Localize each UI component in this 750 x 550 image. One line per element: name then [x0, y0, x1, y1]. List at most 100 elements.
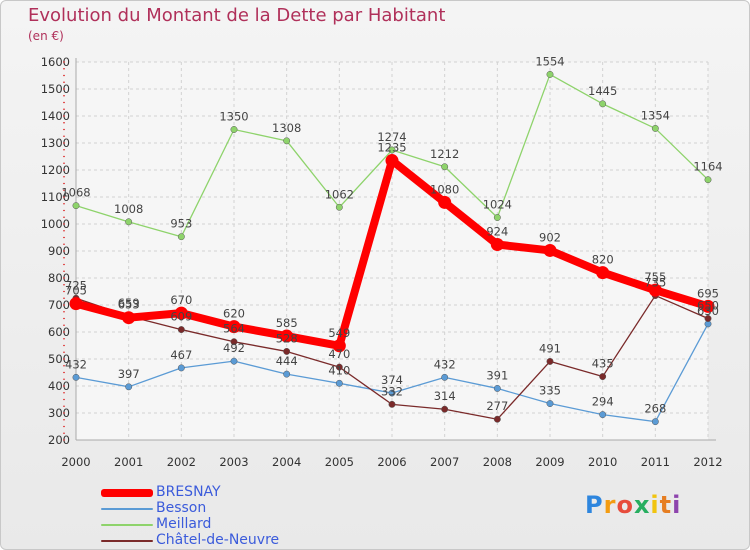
data-point-ch-tel-de-neuvre [230, 338, 238, 346]
data-label-meillard: 1554 [535, 54, 564, 68]
y-tick-label: 1600 [41, 55, 70, 69]
logo-letter: x [633, 491, 651, 519]
data-point-besson [388, 389, 396, 397]
logo-letter: r [603, 491, 617, 519]
data-point-besson [230, 357, 238, 365]
data-point-meillard [72, 202, 80, 210]
x-tick-label: 2006 [377, 455, 406, 469]
x-tick-label: 2009 [535, 455, 564, 469]
y-tick-label: 300 [48, 406, 70, 420]
data-label-meillard: 1164 [693, 160, 722, 174]
data-label-meillard: 1354 [641, 108, 670, 122]
data-point-meillard [388, 146, 396, 154]
data-label-bresnay: 820 [592, 253, 614, 267]
data-label-meillard: 1445 [588, 84, 617, 98]
data-label-meillard: 1068 [61, 186, 90, 200]
data-label-ch-tel-de-neuvre: 314 [434, 389, 456, 403]
legend-swatch [101, 524, 153, 526]
data-point-meillard [493, 214, 501, 221]
legend-swatch [101, 489, 153, 497]
x-tick-label: 2000 [61, 455, 90, 469]
data-label-ch-tel-de-neuvre: 277 [486, 399, 508, 413]
data-label-meillard: 1062 [325, 187, 354, 201]
y-tick-label: 200 [48, 433, 70, 447]
data-label-bresnay: 1080 [430, 182, 459, 196]
y-tick-label: 1500 [41, 82, 70, 96]
legend-label: Besson [156, 500, 207, 516]
data-label-besson: 432 [434, 357, 456, 371]
data-label-besson: 410 [328, 363, 350, 377]
data-point-ch-tel-de-neuvre [441, 405, 449, 413]
logo-letter: o [616, 491, 634, 519]
data-label-besson: 397 [118, 367, 140, 381]
data-label-bresnay: 620 [223, 307, 245, 321]
data-label-ch-tel-de-neuvre: 491 [539, 341, 561, 355]
data-point-ch-tel-de-neuvre [335, 363, 343, 371]
data-label-besson: 444 [276, 354, 298, 368]
y-tick-label: 700 [48, 298, 70, 312]
logo-letter: i [650, 491, 660, 519]
data-label-meillard: 1212 [430, 147, 459, 161]
data-point-ch-tel-de-neuvre [704, 315, 712, 322]
y-tick-label: 900 [48, 244, 70, 258]
data-point-bresnay [280, 329, 294, 343]
data-point-ch-tel-de-neuvre [388, 400, 396, 408]
data-label-ch-tel-de-neuvre: 470 [328, 347, 350, 361]
logo-letter: i [672, 491, 682, 519]
data-label-besson: 492 [223, 341, 245, 355]
data-point-besson [493, 384, 501, 392]
data-label-meillard: 1274 [377, 130, 406, 144]
data-label-bresnay: 1235 [377, 141, 406, 155]
data-point-ch-tel-de-neuvre [546, 357, 554, 365]
data-label-meillard: 1308 [272, 121, 301, 135]
data-label-bresnay: 705 [65, 284, 87, 298]
data-point-besson [125, 383, 133, 391]
x-tick-label: 2007 [430, 455, 459, 469]
logo-letter: P [585, 491, 604, 519]
data-point-bresnay [332, 339, 346, 353]
data-point-meillard [125, 218, 133, 226]
data-point-ch-tel-de-neuvre [493, 415, 501, 423]
data-point-besson [283, 370, 291, 378]
data-label-bresnay: 653 [118, 298, 140, 312]
data-label-bresnay: 549 [328, 326, 350, 340]
y-tick-label: 1200 [41, 163, 70, 177]
data-label-meillard: 1350 [219, 110, 248, 124]
data-label-bresnay: 695 [697, 286, 719, 300]
data-point-meillard [704, 176, 712, 184]
data-point-besson [335, 379, 343, 387]
data-label-besson: 374 [381, 373, 403, 387]
chart-subtitle: (en €) [28, 29, 64, 43]
data-label-ch-tel-de-neuvre: 650 [697, 299, 719, 313]
data-point-meillard [599, 100, 607, 108]
data-label-meillard: 953 [170, 217, 192, 231]
data-point-besson [546, 400, 554, 407]
x-tick-label: 2012 [693, 455, 722, 469]
data-point-bresnay [648, 283, 662, 297]
data-point-bresnay [174, 306, 188, 320]
data-label-bresnay: 585 [276, 316, 298, 330]
data-label-ch-tel-de-neuvre: 725 [65, 278, 87, 292]
data-point-bresnay [490, 238, 504, 252]
data-point-meillard [651, 124, 659, 132]
y-tick-label: 800 [48, 271, 70, 285]
data-label-meillard: 1008 [114, 202, 143, 216]
x-tick-label: 2011 [641, 455, 670, 469]
proxiti-logo: Proxiti [585, 491, 681, 519]
x-tick-label: 2001 [114, 455, 143, 469]
data-point-ch-tel-de-neuvre [177, 326, 185, 334]
y-tick-label: 1000 [41, 217, 70, 231]
y-tick-label: 600 [48, 325, 70, 339]
data-label-meillard: 1024 [483, 198, 512, 212]
data-label-besson: 391 [486, 368, 508, 382]
y-tick-label: 1400 [41, 109, 70, 123]
data-label-ch-tel-de-neuvre: 435 [592, 357, 614, 371]
data-point-bresnay [701, 299, 715, 313]
x-tick-label: 2005 [325, 455, 354, 469]
data-point-bresnay [385, 154, 399, 168]
x-tick-label: 2004 [272, 455, 301, 469]
legend-swatch [101, 540, 153, 542]
data-label-ch-tel-de-neuvre: 609 [170, 310, 192, 324]
chart-title: Evolution du Montant de la Dette par Hab… [28, 5, 446, 26]
